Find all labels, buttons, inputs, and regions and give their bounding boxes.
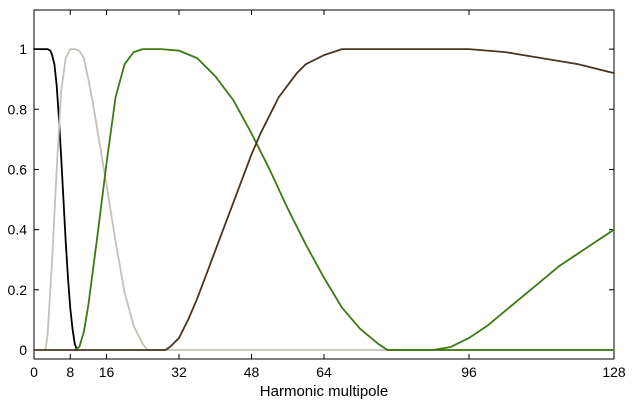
x-tick-label: 96: [461, 364, 477, 380]
y-tick-label: 1: [19, 41, 27, 57]
tick-labels: 0 8 16 32 48 64 96 128 0 0.2 0.4 0.6 0.8 1: [8, 41, 626, 380]
y-tick-label: 0.8: [8, 101, 28, 117]
x-tick-label: 16: [99, 364, 115, 380]
y-tick-label: 0.6: [8, 161, 28, 177]
y-tick-label: 0.2: [8, 282, 28, 298]
series-line-3: [73, 48, 615, 351]
series-line-2: [44, 48, 615, 351]
series-line-4: [33, 48, 615, 351]
axis-ticks: [33, 10, 615, 359]
x-tick-label: 8: [66, 364, 74, 380]
y-tick-label: 0.4: [8, 222, 28, 238]
y-tick-label: 0: [19, 342, 27, 358]
x-tick-label: 48: [244, 364, 260, 380]
x-tick-label: 0: [30, 364, 38, 380]
x-axis-label: Harmonic multipole: [260, 383, 388, 400]
plot-frame: [33, 9, 615, 360]
series-lines: [33, 48, 615, 351]
x-tick-label: 64: [316, 364, 332, 380]
x-tick-label: 32: [171, 364, 187, 380]
series-line-5: [386, 228, 615, 351]
x-tick-label: 128: [602, 364, 626, 380]
